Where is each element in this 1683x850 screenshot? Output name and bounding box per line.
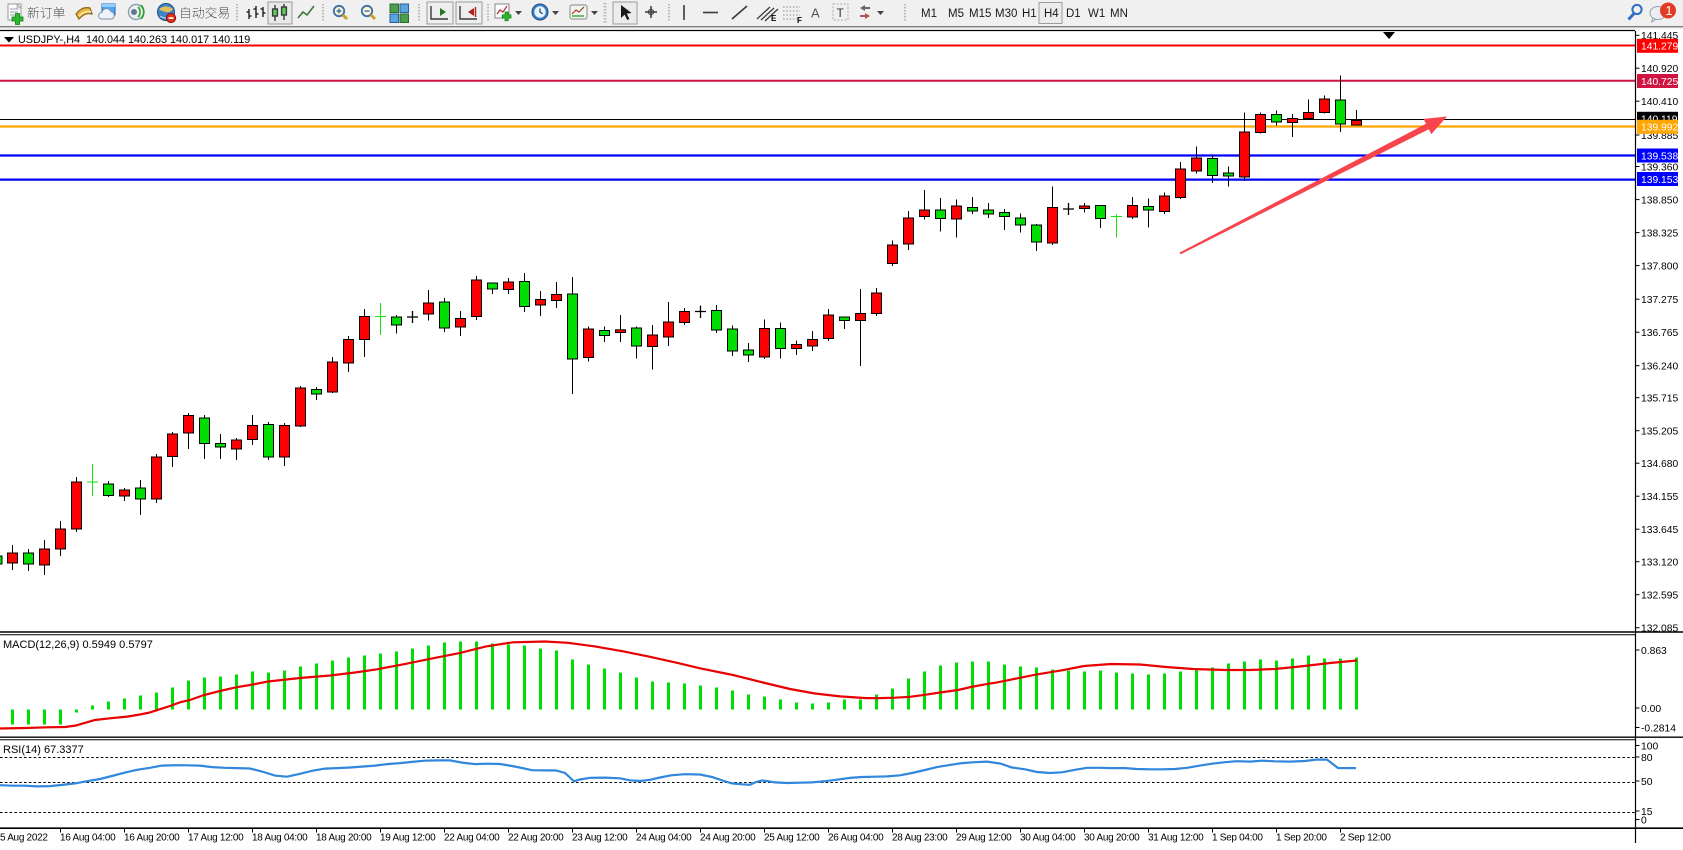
svg-text:MN: MN xyxy=(1110,8,1128,20)
svg-text:139.538: 139.538 xyxy=(1641,151,1678,162)
svg-text:133.120: 133.120 xyxy=(1641,558,1678,569)
svg-text:138.850: 138.850 xyxy=(1641,195,1678,206)
svg-text:16 Aug 04:00: 16 Aug 04:00 xyxy=(60,833,116,844)
svg-text:18 Aug 04:00: 18 Aug 04:00 xyxy=(252,833,308,844)
svg-text:133.645: 133.645 xyxy=(1641,525,1678,536)
svg-text:H4: H4 xyxy=(1044,8,1059,20)
svg-text:2 Sep 12:00: 2 Sep 12:00 xyxy=(1340,833,1391,844)
svg-text:50: 50 xyxy=(1641,777,1653,788)
svg-text:137.800: 137.800 xyxy=(1641,261,1678,272)
svg-text:134.155: 134.155 xyxy=(1641,492,1678,503)
svg-text:135.715: 135.715 xyxy=(1641,394,1678,405)
svg-text:0: 0 xyxy=(1641,815,1647,826)
svg-text:132.085: 132.085 xyxy=(1641,624,1678,635)
svg-text:F: F xyxy=(797,16,802,25)
svg-text:139.153: 139.153 xyxy=(1641,175,1678,186)
svg-text:26 Aug 04:00: 26 Aug 04:00 xyxy=(828,833,884,844)
svg-text:135.205: 135.205 xyxy=(1641,427,1678,438)
svg-text:D1: D1 xyxy=(1066,8,1081,20)
svg-text:30 Aug 04:00: 30 Aug 04:00 xyxy=(1020,833,1076,844)
svg-text:139.992: 139.992 xyxy=(1641,123,1678,134)
svg-text:24 Aug 20:00: 24 Aug 20:00 xyxy=(700,833,756,844)
svg-text:0.00: 0.00 xyxy=(1641,704,1661,715)
svg-text:31 Aug 12:00: 31 Aug 12:00 xyxy=(1148,833,1204,844)
svg-text:M15: M15 xyxy=(969,8,991,20)
svg-text:25 Aug 12:00: 25 Aug 12:00 xyxy=(764,833,820,844)
svg-text:USDJPY-,H4 140.044 140.263 14: USDJPY-,H4 140.044 140.263 140.017 140.1… xyxy=(18,34,250,46)
svg-text:138.325: 138.325 xyxy=(1641,228,1678,239)
svg-text:H1: H1 xyxy=(1022,8,1037,20)
svg-text:136.240: 136.240 xyxy=(1641,362,1678,373)
svg-text:1: 1 xyxy=(1666,4,1673,18)
svg-text:1 Sep 20:00: 1 Sep 20:00 xyxy=(1276,833,1327,844)
svg-text:E: E xyxy=(771,14,777,23)
svg-text:137.275: 137.275 xyxy=(1641,295,1678,306)
svg-text:M5: M5 xyxy=(948,8,964,20)
svg-text:19 Aug 12:00: 19 Aug 12:00 xyxy=(380,833,436,844)
svg-text:5 Aug 2022: 5 Aug 2022 xyxy=(0,833,48,844)
svg-text:134.680: 134.680 xyxy=(1641,459,1678,470)
svg-text:23 Aug 12:00: 23 Aug 12:00 xyxy=(572,833,628,844)
svg-text:140.920: 140.920 xyxy=(1641,64,1678,75)
svg-text:RSI(14) 67.3377: RSI(14) 67.3377 xyxy=(3,744,84,756)
svg-text:MACD(12,26,9) 0.5949 0.5797: MACD(12,26,9) 0.5949 0.5797 xyxy=(3,639,153,651)
svg-text:T: T xyxy=(837,6,845,20)
svg-text:100: 100 xyxy=(1641,741,1658,752)
svg-text:24 Aug 04:00: 24 Aug 04:00 xyxy=(636,833,692,844)
svg-text:29 Aug 12:00: 29 Aug 12:00 xyxy=(956,833,1012,844)
svg-text:141.279: 141.279 xyxy=(1641,42,1678,53)
svg-text:22 Aug 20:00: 22 Aug 20:00 xyxy=(508,833,564,844)
svg-text:80: 80 xyxy=(1641,753,1653,764)
svg-text:132.595: 132.595 xyxy=(1641,591,1678,602)
svg-text:141.445: 141.445 xyxy=(1641,31,1678,42)
svg-text:28 Aug 23:00: 28 Aug 23:00 xyxy=(892,833,948,844)
svg-text:136.765: 136.765 xyxy=(1641,328,1678,339)
svg-text:16 Aug 20:00: 16 Aug 20:00 xyxy=(124,833,180,844)
svg-text:17 Aug 12:00: 17 Aug 12:00 xyxy=(188,833,244,844)
svg-text:140.410: 140.410 xyxy=(1641,97,1678,108)
svg-text:W1: W1 xyxy=(1088,8,1105,20)
svg-text:139.885: 139.885 xyxy=(1641,131,1678,142)
svg-text:1 Sep 04:00: 1 Sep 04:00 xyxy=(1212,833,1263,844)
svg-text:M1: M1 xyxy=(921,8,937,20)
svg-text:0.863: 0.863 xyxy=(1641,646,1667,657)
svg-text:22 Aug 04:00: 22 Aug 04:00 xyxy=(444,833,500,844)
svg-text:18 Aug 20:00: 18 Aug 20:00 xyxy=(316,833,372,844)
svg-text:30 Aug 20:00: 30 Aug 20:00 xyxy=(1084,833,1140,844)
svg-text:15: 15 xyxy=(1641,807,1653,818)
svg-text:M30: M30 xyxy=(995,8,1017,20)
svg-text:139.360: 139.360 xyxy=(1641,162,1678,173)
svg-text:-0.2814: -0.2814 xyxy=(1641,723,1676,734)
svg-text:140.725: 140.725 xyxy=(1641,77,1678,88)
svg-text:A: A xyxy=(811,6,820,21)
